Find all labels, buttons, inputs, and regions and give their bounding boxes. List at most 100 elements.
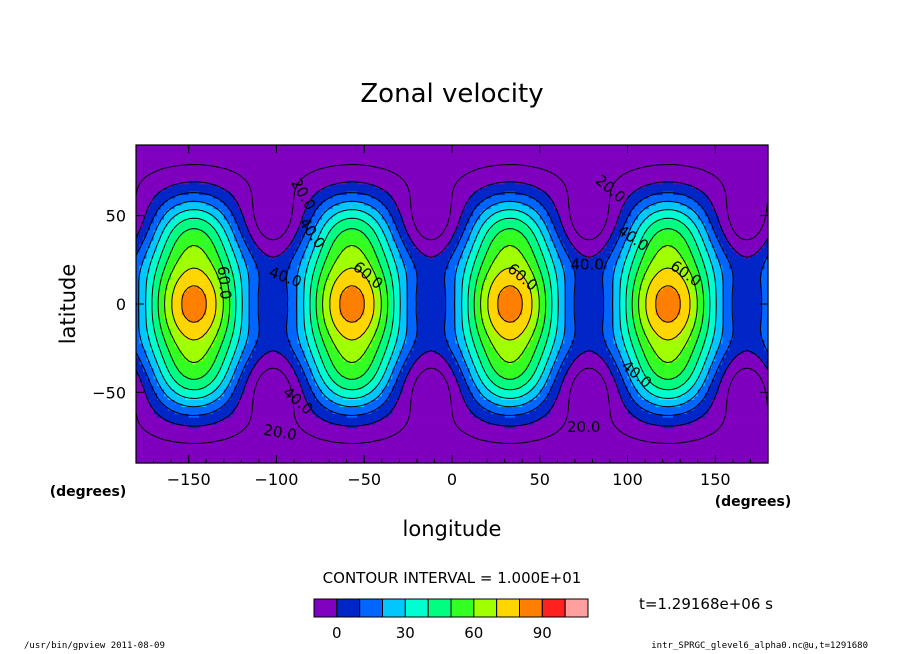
contour-cell — [631, 296, 639, 302]
contour-cell — [325, 240, 334, 245]
contour-label: 20.0 — [567, 418, 600, 436]
contour-cell — [476, 318, 485, 323]
contour-cell — [764, 240, 769, 245]
contour-cell — [694, 406, 709, 411]
contour-cell — [322, 378, 334, 383]
contour-cell — [550, 279, 558, 284]
contour-cell — [164, 212, 179, 217]
contour-cell — [683, 392, 699, 397]
contour-cell — [360, 247, 376, 252]
contour-cell — [174, 261, 214, 266]
contour-cell — [318, 233, 330, 238]
contour-cell — [181, 300, 207, 305]
contour-cell — [136, 247, 141, 252]
contour-cell — [694, 346, 702, 351]
contour-cell — [659, 314, 678, 319]
contour-cell — [631, 208, 643, 213]
contour-cell — [136, 413, 158, 418]
contour-cell — [648, 240, 688, 245]
contour-cell — [620, 328, 629, 333]
contour-cell — [378, 258, 386, 263]
contour-cell — [631, 265, 639, 270]
contour-cell — [483, 222, 495, 227]
contour-cell — [322, 339, 334, 344]
contour-cell — [388, 364, 397, 369]
contour-cell — [427, 349, 436, 355]
contour-cell — [680, 251, 692, 256]
contour-cell — [466, 346, 478, 351]
contour-cell — [167, 258, 179, 263]
contour-cell — [715, 247, 723, 252]
contour-cell — [392, 328, 400, 333]
contour-cell — [209, 279, 221, 284]
contour-cell — [553, 335, 565, 340]
contour-cell — [550, 286, 558, 291]
contour-cell — [455, 357, 464, 362]
contour-cell — [617, 342, 625, 347]
contour-cell — [139, 226, 151, 231]
contour-cell — [613, 247, 622, 252]
contour-cell — [518, 247, 534, 252]
contour-cell — [638, 360, 650, 365]
contour-cell — [381, 314, 390, 319]
contour-cell — [181, 251, 207, 256]
contour-cell — [473, 392, 481, 397]
contour-cell — [360, 395, 379, 400]
contour-cell — [364, 300, 376, 305]
contour-cell — [732, 304, 762, 309]
contour-cell — [395, 222, 404, 227]
contour-cell — [701, 321, 709, 326]
contour-cell — [157, 268, 165, 273]
contour-cell — [360, 357, 376, 362]
contour-cell — [322, 357, 330, 362]
contour-cell — [536, 222, 548, 227]
contour-cell — [546, 268, 555, 273]
contour-cell — [139, 243, 151, 249]
contour-cell — [655, 307, 681, 312]
contour-cell — [494, 236, 527, 241]
contour-cell — [634, 219, 646, 224]
contour-cell — [367, 279, 379, 284]
contour-cell — [469, 410, 492, 415]
contour-cell — [631, 293, 639, 298]
contour-cell — [718, 367, 727, 372]
contour-cell — [610, 367, 618, 372]
contour-cell — [487, 219, 499, 224]
contour-cell — [550, 321, 558, 326]
contour-cell — [473, 265, 481, 270]
contour-cell — [483, 406, 537, 411]
contour-cell — [459, 215, 471, 220]
contour-cell — [160, 236, 169, 241]
contour-cell — [701, 399, 713, 404]
contour-cell — [230, 342, 239, 347]
contour-cell — [690, 311, 699, 316]
contour-cell — [181, 233, 207, 238]
contour-cell — [732, 314, 762, 319]
contour-cell — [539, 296, 548, 302]
contour-cell — [760, 332, 769, 337]
contour-cell — [223, 307, 232, 312]
contour-cell — [164, 335, 172, 340]
contour-cell — [343, 374, 362, 379]
contour-cell — [532, 332, 541, 337]
contour-cell — [388, 300, 393, 305]
contour-cell — [395, 342, 404, 347]
contour-cell — [725, 367, 769, 372]
contour-cell — [143, 222, 151, 227]
contour-cell — [385, 346, 397, 351]
contour-cell — [227, 275, 235, 280]
contour-cell — [634, 233, 646, 238]
contour-cell — [332, 194, 372, 199]
contour-cell — [704, 311, 709, 316]
contour-cell — [760, 321, 769, 326]
contour-cell — [353, 243, 372, 249]
contour-cell — [462, 296, 471, 302]
contour-cell — [715, 332, 723, 337]
contour-cell — [234, 374, 242, 379]
contour-cell — [571, 258, 608, 263]
contour-cell — [631, 360, 639, 365]
contour-cell — [402, 215, 460, 220]
contour-cell — [371, 364, 379, 369]
contour-cell — [574, 328, 604, 333]
contour-cell — [571, 265, 608, 270]
